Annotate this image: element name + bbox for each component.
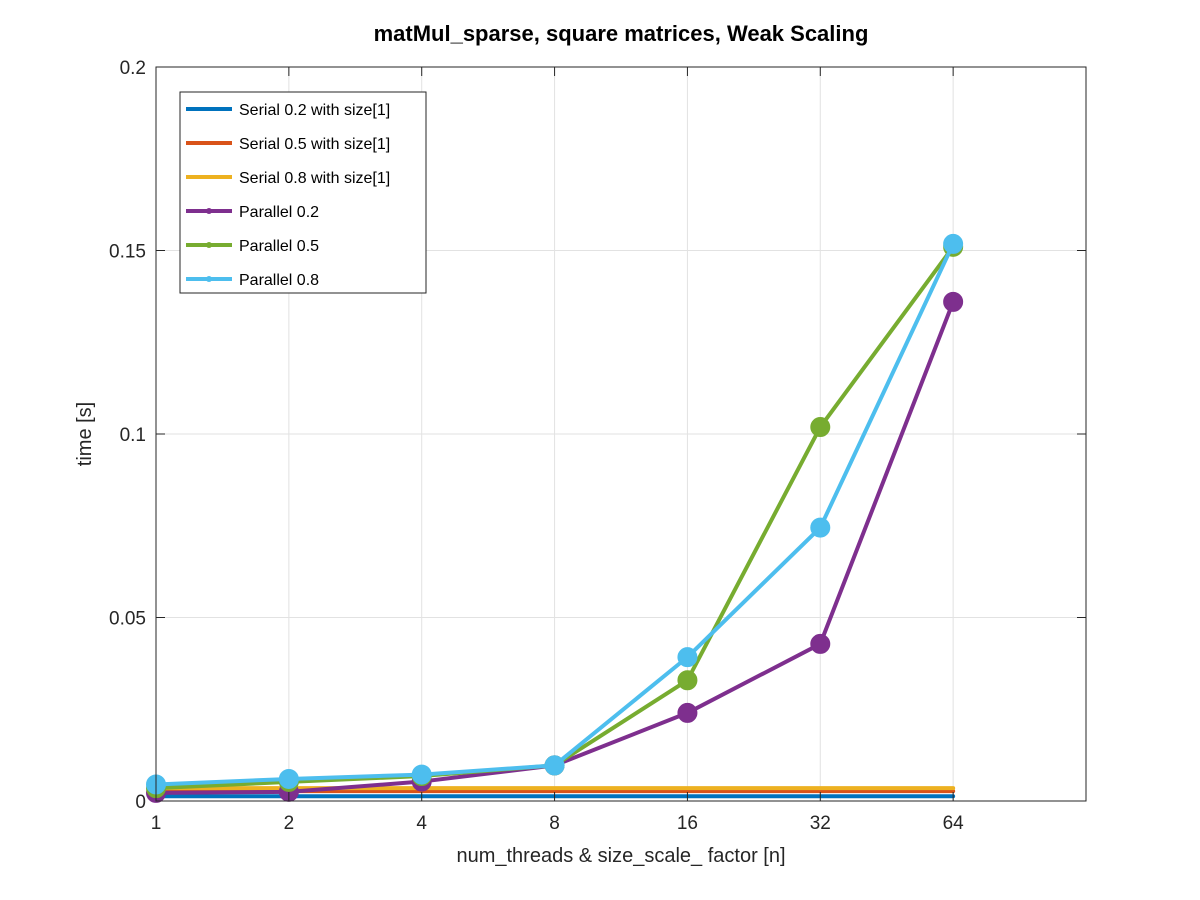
x-tick-label: 32: [810, 813, 831, 834]
y-axis-label: time [s]: [74, 402, 96, 466]
legend-marker: [206, 208, 212, 214]
x-axis-label: num_threads & size_scale_ factor [n]: [456, 845, 785, 867]
legend-label: Serial 0.8 with size[1]: [239, 170, 390, 187]
data-point: [943, 291, 964, 312]
ticks: [155, 66, 1086, 802]
x-tick-label: 1: [151, 813, 162, 834]
legend: Serial 0.2 with size[1] Serial 0.5 with s…: [179, 91, 427, 294]
y-tick-label: 0.05: [109, 609, 146, 630]
legend-marker: [206, 242, 212, 248]
x-tick-label: 64: [943, 813, 965, 834]
y-tick-label: 0.2: [120, 58, 146, 79]
y-tick-label: 0.15: [109, 242, 146, 263]
legend-label: Serial 0.5 with size[1]: [239, 136, 390, 153]
data-point: [677, 647, 698, 668]
data-point: [810, 417, 831, 438]
legend-box: [179, 91, 427, 294]
x-tick-label: 4: [416, 813, 427, 834]
data-point: [278, 768, 299, 789]
tick-labels: 1 2 4 8 16 32 64 0 0.05 0.1 0.15 0.2: [109, 58, 964, 834]
data-point: [810, 633, 831, 654]
x-tick-label: 8: [549, 813, 560, 834]
y-tick-label: 0.1: [120, 425, 146, 446]
y-tick-label: 0: [135, 792, 146, 813]
legend-label: Parallel 0.5: [239, 238, 319, 255]
data-point: [810, 517, 831, 538]
legend-label: Parallel 0.2: [239, 204, 319, 221]
series-6: [146, 233, 964, 795]
legend-label: Parallel 0.8: [239, 272, 319, 289]
legend-marker: [206, 276, 212, 282]
x-tick-label: 2: [284, 813, 295, 834]
chart-title: matMul_sparse, square matrices, Weak Sca…: [374, 21, 869, 46]
data-point: [544, 755, 565, 776]
legend-label: Serial 0.2 with size[1]: [239, 102, 390, 119]
x-tick-label: 16: [677, 813, 698, 834]
data-point: [411, 764, 432, 785]
data-point: [677, 670, 698, 691]
data-point: [677, 702, 698, 723]
data-point: [943, 233, 964, 254]
